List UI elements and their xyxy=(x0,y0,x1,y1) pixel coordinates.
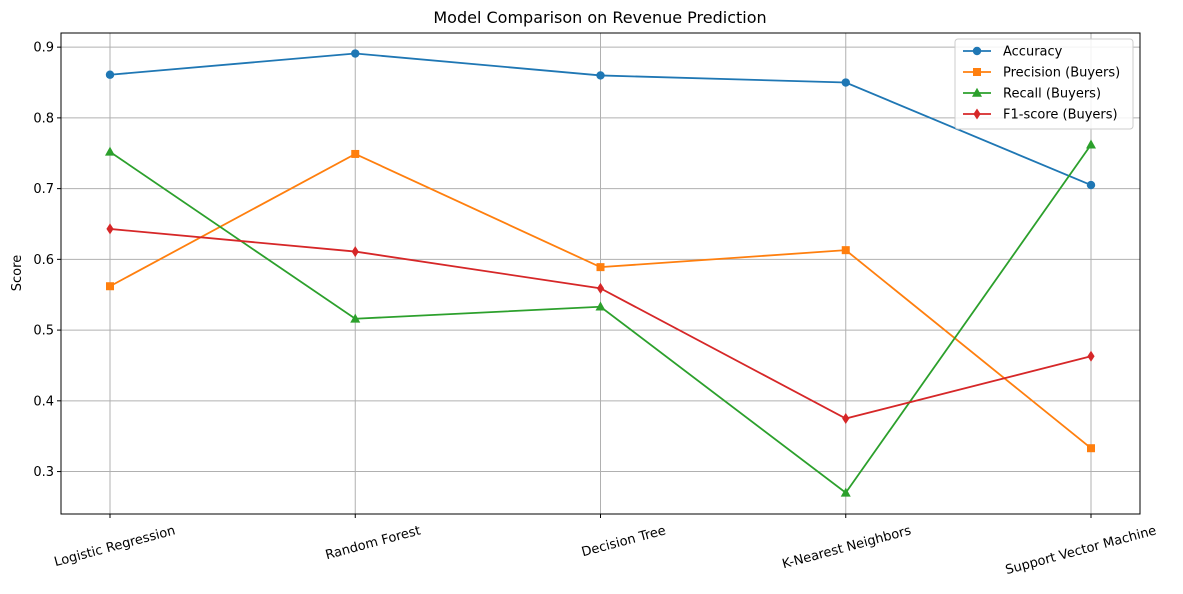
legend-marker xyxy=(973,108,981,120)
data-point-recall-buyers xyxy=(595,301,606,311)
data-point-accuracy xyxy=(841,78,850,87)
data-point-f1-score-buyers xyxy=(351,246,359,258)
y-tick-label: 0.5 xyxy=(33,324,54,339)
x-tick-label: K-Nearest Neighbors xyxy=(781,523,913,572)
data-point-accuracy xyxy=(596,71,605,80)
data-point-accuracy xyxy=(105,70,115,79)
legend: Accuracy Precision (Buyers) Recall (Buyers… xyxy=(954,38,1134,130)
legend-marker xyxy=(972,87,982,97)
y-tick-label: 0.8 xyxy=(33,111,54,126)
legend-marker xyxy=(972,46,982,56)
data-point-recall-buyers xyxy=(1086,139,1096,149)
data-point-f1-score-buyers xyxy=(1087,350,1095,362)
data-point-accuracy xyxy=(351,49,360,58)
legend-label: Accuracy xyxy=(1003,45,1063,60)
y-tick-label: 0.4 xyxy=(33,394,54,409)
data-point-recall-buyers xyxy=(350,313,361,323)
data-point-f1-score-buyers xyxy=(106,223,114,235)
legend-box xyxy=(954,38,1134,130)
y-axis-label: Score xyxy=(10,255,25,291)
data-point-recall-buyers xyxy=(105,146,115,156)
data-point-accuracy xyxy=(1086,180,1096,190)
x-tick-label: Decision Tree xyxy=(580,523,668,560)
data-point-precision-buyers xyxy=(106,282,114,291)
legend-label: Precision (Buyers) xyxy=(1003,66,1120,81)
data-point-recall-buyers xyxy=(840,487,851,497)
legend-label: Recall (Buyers) xyxy=(1003,87,1101,102)
data-point-precision-buyers xyxy=(596,263,605,272)
data-point-f1-score-buyers xyxy=(596,282,605,294)
series xyxy=(105,49,1096,497)
legend-marker xyxy=(973,68,981,76)
data-point-precision-buyers xyxy=(841,246,850,255)
grid xyxy=(61,33,1140,514)
x-tick-label: Support Vector Machine xyxy=(1004,523,1158,578)
data-point-precision-buyers xyxy=(1087,444,1095,453)
legend-label: F1-score (Buyers) xyxy=(1003,108,1118,123)
x-tick-label: Logistic Regression xyxy=(53,523,177,570)
y-tick-label: 0.9 xyxy=(33,41,54,56)
y-tick-label: 0.6 xyxy=(33,253,54,268)
data-point-precision-buyers xyxy=(351,149,360,158)
x-tick-label: Random Forest xyxy=(324,523,422,563)
y-tick-label: 0.7 xyxy=(33,182,54,197)
y-tick-label: 0.3 xyxy=(33,465,54,480)
chart-title: Model Comparison on Revenue Prediction xyxy=(433,8,766,27)
data-point-f1-score-buyers xyxy=(842,413,850,425)
